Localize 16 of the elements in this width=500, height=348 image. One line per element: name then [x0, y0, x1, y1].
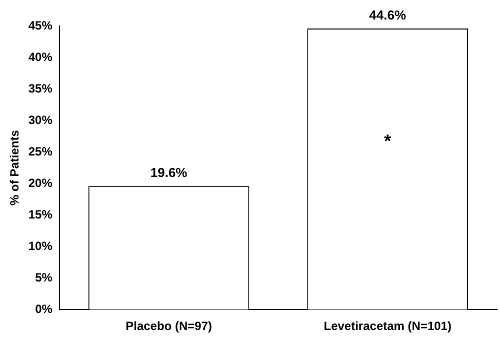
y-tick-label: 15% [28, 207, 53, 222]
y-tick-label: 35% [28, 81, 53, 96]
y-axis-title: % of Patients [8, 130, 22, 206]
annotation: * [384, 131, 392, 152]
y-tick-label: 5% [35, 270, 53, 284]
data-label: 19.6% [150, 165, 188, 180]
y-tick-label: 20% [28, 176, 53, 190]
y-tick-label: 10% [28, 238, 53, 253]
y-tick-label: 30% [28, 112, 53, 127]
y-tick-label: 45% [28, 18, 53, 32]
y-tick-label: 25% [28, 144, 53, 158]
y-tick-label: 40% [28, 50, 53, 64]
data-label: 44.6% [369, 8, 406, 23]
y-tick-label: 0% [35, 302, 53, 316]
x-tick-label: Levetiracetam (N=101) [324, 319, 452, 334]
x-tick-label: Placebo (N=97) [126, 319, 212, 334]
